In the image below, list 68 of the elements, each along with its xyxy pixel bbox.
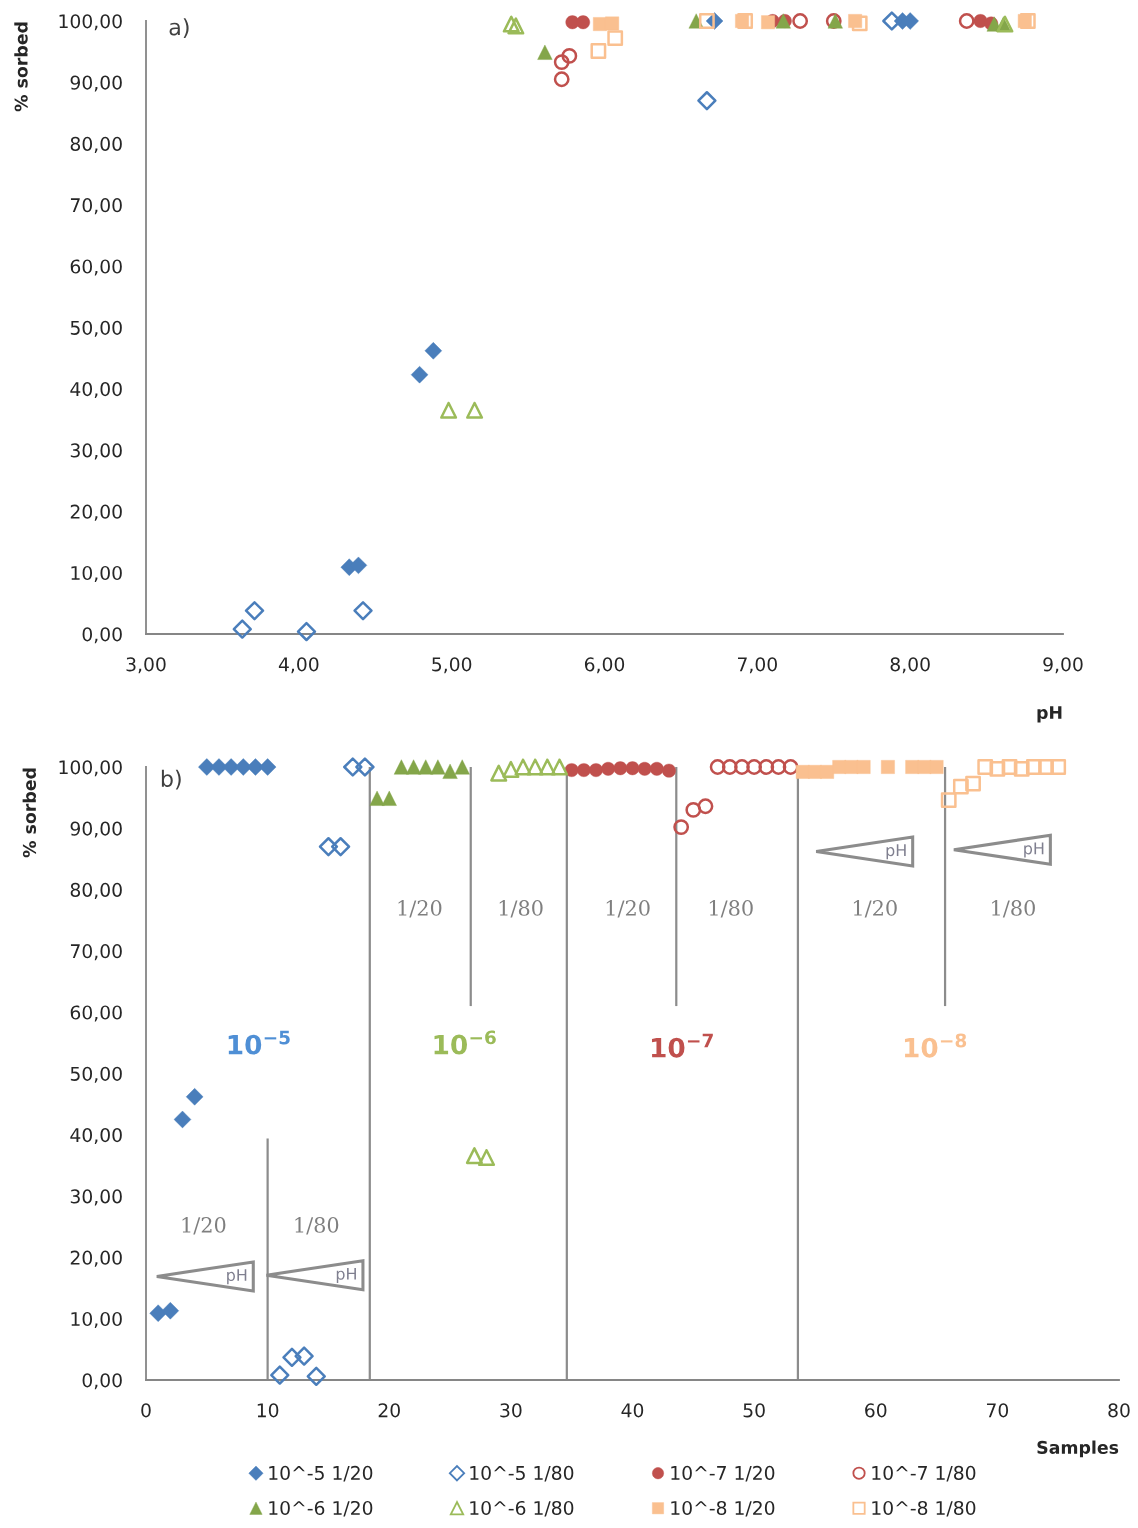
y-tick-label: 100,00: [59, 14, 122, 31]
y-tick-label: 20,00: [70, 504, 122, 521]
y-tick-label: 90,00: [70, 75, 122, 92]
y-tick-label: 40,00: [70, 1128, 122, 1145]
y-tick-label: 50,00: [70, 1066, 122, 1083]
y-tick-label: 40,00: [70, 382, 122, 399]
chart-title: a): [169, 18, 189, 39]
x-tick-label: 80: [1108, 1403, 1130, 1418]
legend-label: 10^-6 1/20: [269, 1500, 373, 1517]
y-axis-title: % sorbed: [22, 768, 37, 858]
y-tick-label: 20,00: [70, 1250, 122, 1267]
y-axis-title: % sorbed: [14, 22, 28, 112]
x-tick-label: 20: [378, 1403, 400, 1418]
y-tick-label: 30,00: [70, 443, 122, 460]
x-tick-label: 60: [865, 1403, 887, 1418]
x-tick-label: 50: [743, 1403, 765, 1418]
x-tick-label: 0: [141, 1403, 151, 1418]
legend-label: 10^-8 1/20: [671, 1500, 775, 1517]
annotation: 1/80: [709, 900, 753, 918]
x-tick-label: 6,00: [584, 657, 625, 674]
x-tick-label: 3,00: [126, 657, 166, 674]
chart-title: b): [161, 769, 181, 790]
x-tick-label: 4,00: [278, 657, 319, 674]
y-tick-label: 90,00: [70, 821, 122, 838]
y-tick-label: 80,00: [70, 882, 122, 899]
annotation: 1/80: [992, 900, 1035, 918]
y-tick-label: 30,00: [70, 1189, 122, 1206]
legend-label: 10^-8 1/80: [872, 1500, 976, 1517]
y-tick-label: 70,00: [70, 198, 122, 215]
annotation: 1/20: [853, 900, 897, 918]
annotation: 1/20: [398, 900, 442, 918]
legend-label: 10^-7 1/20: [671, 1465, 775, 1482]
y-tick-label: 100,00: [59, 760, 122, 777]
x-axis-title: pH: [1037, 706, 1062, 723]
legend-label: 10^-5 1/80: [470, 1465, 574, 1482]
legend-label: 10^-6 1/80: [470, 1500, 574, 1517]
legend-label: 10^-7 1/80: [872, 1465, 976, 1482]
x-tick-label: 30: [500, 1403, 522, 1418]
annotation: 1/20: [606, 900, 650, 918]
x-axis-title: Samples: [1037, 1440, 1119, 1458]
annotation: 10$^{−8}$: [904, 1033, 967, 1058]
annotation: 10$^{−7}$: [651, 1033, 713, 1058]
annotation: 10$^{−6}$: [434, 1030, 496, 1055]
legend-label: 10^-5 1/20: [269, 1465, 373, 1482]
annotation: 1/80: [499, 900, 543, 918]
y-tick-label: 70,00: [70, 944, 122, 961]
y-tick-label: 10,00: [71, 1311, 122, 1328]
x-tick-label: 70: [986, 1403, 1009, 1418]
x-tick-label: 8,00: [890, 657, 930, 674]
y-tick-label: 60,00: [70, 259, 122, 276]
x-tick-label: 7,00: [738, 657, 777, 674]
y-tick-label: 10,00: [71, 565, 122, 582]
y-tick-label: 0,00: [82, 627, 122, 644]
x-tick-label: 9,00: [1043, 657, 1083, 674]
annotation: 1/20: [182, 1217, 226, 1235]
annotation: 10$^{−5}$: [228, 1030, 290, 1055]
y-tick-label: 80,00: [70, 136, 122, 153]
y-tick-label: 50,00: [70, 320, 122, 337]
x-tick-label: 40: [621, 1403, 644, 1418]
x-tick-label: 10: [257, 1403, 279, 1418]
annotation: 1/80: [295, 1217, 339, 1235]
x-tick-label: 5,00: [432, 657, 472, 674]
annotation: pH: [1024, 842, 1044, 858]
annotation: pH: [886, 844, 906, 860]
annotation: pH: [336, 1267, 356, 1283]
y-tick-label: 0,00: [82, 1373, 122, 1390]
annotation: pH: [227, 1269, 247, 1285]
y-tick-label: 60,00: [70, 1005, 122, 1022]
